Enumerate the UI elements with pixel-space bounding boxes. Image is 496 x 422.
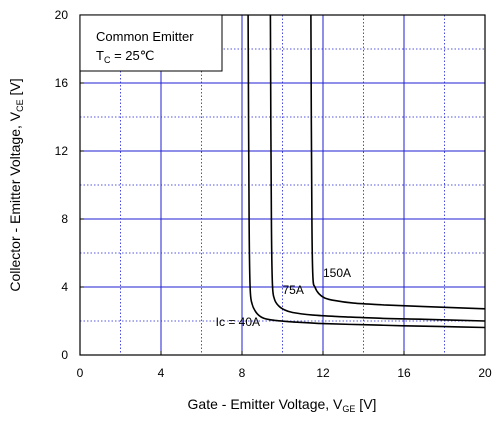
series-line-1 [247, 14, 486, 329]
legend-frame [79, 14, 223, 72]
x-axis-label: Gate - Emitter Voltage, VGE [V] [188, 396, 377, 414]
plot-frame [79, 14, 486, 356]
x-tick-label: 16 [397, 366, 411, 380]
x-tick-label: 4 [158, 366, 165, 380]
x-axis-label-unit: [V] [355, 396, 376, 412]
legend-tc-sub: C [104, 55, 111, 65]
x-axis-label-main: Gate - Emitter Voltage, V [188, 396, 344, 412]
legend-line-2: TC = 25℃ [96, 48, 154, 65]
x-tick-label: 12 [316, 366, 330, 380]
y-axis-label-sub: CE [15, 99, 25, 112]
legend-line-1: Common Emitter [96, 29, 194, 44]
curve-label-2: 75A [283, 283, 304, 297]
y-tick-label: 4 [61, 280, 68, 294]
y-tick-label: 16 [55, 76, 69, 90]
y-tick-label: 20 [55, 8, 69, 22]
x-axis-label-sub: GE [342, 404, 355, 414]
legend: Common Emitter TC = 25℃ [79, 14, 223, 72]
x-tick-label: 20 [478, 366, 492, 380]
series-lines [247, 14, 486, 329]
x-tick-label: 0 [77, 366, 84, 380]
y-tick-label: 0 [61, 348, 68, 362]
y-axis-label: Collector - Emitter Voltage, VCE [V] [7, 78, 25, 291]
curve-label-1: Ic = 40A [216, 315, 260, 329]
series-line-3 [310, 14, 486, 310]
y-axis-label-main: Collector - Emitter Voltage, V [7, 111, 23, 291]
annotations: Ic = 40A 75A 150A [216, 266, 351, 329]
curve-label-3: 150A [323, 266, 351, 280]
y-tick-label: 12 [55, 144, 69, 158]
y-axis-label-unit: [V] [7, 78, 23, 99]
y-tick-label: 8 [61, 212, 68, 226]
series-line-2 [269, 14, 486, 322]
x-tick-label: 8 [239, 366, 246, 380]
tick-labels: 0 4 8 12 16 20 0 4 8 12 16 20 [55, 8, 492, 380]
legend-tc-rest: = 25℃ [110, 48, 154, 63]
legend-tc-main: T [96, 48, 104, 63]
